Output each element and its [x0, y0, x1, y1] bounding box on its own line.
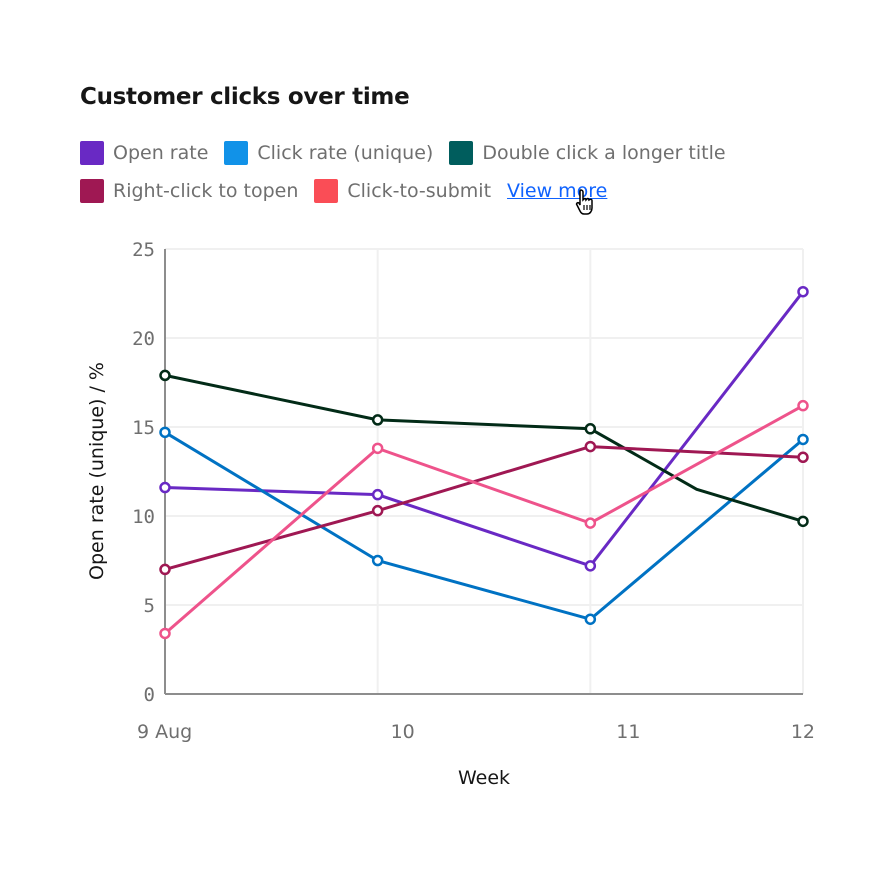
series-line: [164, 404, 804, 635]
legend-item-right-click[interactable]: Right-click to topen: [80, 179, 298, 203]
data-point: [584, 440, 597, 453]
data-point: [371, 504, 384, 517]
legend-label: Open rate: [113, 142, 209, 164]
series-line: [164, 290, 805, 568]
y-tick-label: 5: [144, 595, 155, 617]
data-point: [159, 426, 171, 439]
y-axis-title: Open rate (unique) / %: [86, 362, 108, 580]
data-point: [797, 399, 809, 412]
y-tick-label: 10: [132, 506, 155, 528]
x-tick-label: 9 Aug: [137, 721, 192, 743]
data-point: [797, 285, 809, 298]
data-point: [371, 414, 384, 426]
data-point: [584, 517, 597, 529]
legend-item-open-rate[interactable]: Open rate: [80, 141, 208, 165]
data-point: [371, 442, 384, 455]
series-line: [164, 431, 804, 621]
y-tick-label: 15: [132, 417, 155, 439]
data-point: [584, 613, 597, 625]
legend: Open rate Click rate (unique) Double cli…: [80, 134, 780, 215]
legend-label: Right-click to topen: [113, 180, 299, 202]
data-point: [371, 554, 384, 567]
legend-item-double-click[interactable]: Double click a longer title: [449, 141, 726, 165]
data-point: [797, 451, 809, 464]
data-point: [797, 515, 809, 528]
legend-swatch: [224, 141, 249, 165]
hand-cursor-icon: [575, 189, 593, 215]
legend-swatch: [314, 179, 339, 203]
legend-label: Double click a longer title: [482, 142, 726, 164]
legend-swatch: [80, 179, 104, 203]
data-point: [797, 433, 809, 446]
x-tick-label: 10: [391, 721, 415, 743]
x-axis-title: Week: [458, 767, 510, 789]
x-tick-label: 11: [616, 721, 640, 743]
data-point: [159, 627, 171, 640]
legend-label: Click-to-submit: [347, 180, 492, 202]
legend-item-click-rate[interactable]: Click rate (unique): [224, 141, 433, 165]
series-line: [164, 373, 804, 523]
y-tick-label: 0: [144, 684, 155, 706]
data-point: [159, 369, 171, 382]
legend-swatch: [80, 141, 104, 165]
x-tick-label: 12: [791, 721, 815, 743]
view-more-link[interactable]: View more: [507, 180, 607, 215]
legend-item-click-to-submit[interactable]: Click-to-submit: [314, 179, 491, 203]
legend-label: Click rate (unique): [257, 142, 434, 164]
chart-title: Customer clicks over time: [80, 84, 410, 110]
y-tick-label: 25: [132, 239, 155, 261]
y-tick-label: 20: [132, 328, 155, 350]
legend-swatch: [449, 141, 474, 165]
data-point: [584, 560, 597, 572]
data-point: [584, 423, 597, 435]
data-point: [159, 563, 171, 576]
data-point: [371, 488, 384, 501]
data-point: [159, 481, 171, 494]
